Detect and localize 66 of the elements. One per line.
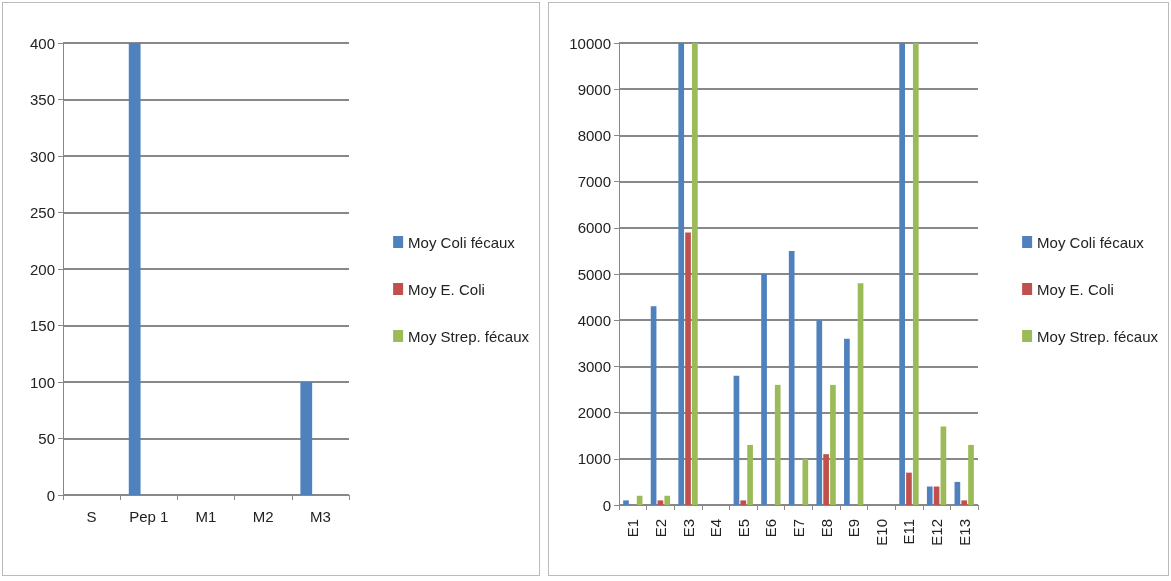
bar: [657, 500, 664, 505]
y-tick-label: 400: [29, 34, 55, 52]
bar: [816, 320, 823, 505]
bar: [961, 500, 968, 505]
bar: [830, 384, 836, 505]
y-tick-label: 1000: [577, 450, 611, 468]
y-tick-label: 0: [602, 496, 611, 514]
legend-label: Moy E. Coli: [408, 280, 485, 298]
x-tick-label: E10: [872, 519, 890, 546]
x-tick-label: M2: [252, 508, 274, 525]
bar: [802, 458, 809, 505]
x-tick-label: E12: [928, 519, 946, 546]
bar: [685, 232, 691, 505]
bar: [664, 495, 671, 505]
x-tick-label: E9: [845, 519, 863, 538]
y-tick-label: 9000: [577, 80, 611, 98]
y-tick-label: 8000: [577, 126, 611, 144]
x-tick-label: E11: [900, 519, 918, 545]
y-tick-label: 0: [46, 486, 55, 504]
x-tick-label: Pep 1: [129, 508, 169, 525]
x-tick-label: M3: [309, 508, 331, 525]
x-tick-label: S: [86, 508, 97, 525]
x-tick-label: E6: [762, 519, 780, 538]
y-tick-label: 300: [29, 147, 55, 165]
bar: [740, 500, 747, 505]
y-tick-label: 2000: [577, 404, 611, 422]
legend-label: Moy Coli fécaux: [408, 233, 516, 251]
x-tick-label: E5: [734, 519, 752, 538]
legend-label: Moy Strep. fécaux: [408, 327, 530, 345]
bar: [844, 338, 850, 505]
x-tick-label: E2: [651, 519, 669, 538]
y-tick-label: 250: [29, 204, 55, 221]
bar: [747, 444, 753, 505]
y-tick-label: 10000: [569, 34, 611, 52]
legend-label: Moy E. Coli: [1037, 280, 1114, 298]
legend-label: Moy Coli fécaux: [1037, 233, 1145, 251]
bar: [761, 274, 767, 505]
bar: [899, 43, 905, 505]
y-tick-label: 200: [29, 260, 55, 278]
bar: [788, 250, 795, 505]
y-tick-label: 5000: [577, 265, 611, 283]
x-tick-label: E7: [790, 519, 807, 538]
bar: [678, 43, 685, 505]
y-tick-label: 7000: [577, 173, 611, 191]
bar: [926, 486, 933, 505]
y-tick-label: 3000: [577, 357, 611, 375]
y-tick-label: 50: [38, 430, 55, 447]
bar: [968, 444, 974, 505]
y-tick-label: 150: [29, 317, 55, 334]
bar: [912, 43, 919, 505]
legend-label: Moy Strep. fécaux: [1037, 327, 1159, 345]
y-tick-label: 350: [29, 91, 55, 108]
x-tick-label: M1: [195, 508, 217, 525]
bar: [906, 472, 912, 505]
x-tick-label: E3: [679, 519, 697, 538]
x-tick-label: E1: [624, 519, 642, 538]
bar: [623, 500, 629, 505]
x-tick-label: E4: [707, 519, 725, 538]
y-tick-label: 6000: [577, 219, 611, 237]
bar: [774, 384, 781, 505]
x-tick-label: E8: [817, 519, 835, 538]
x-tick-label: E13: [955, 519, 973, 546]
bar: [692, 43, 698, 505]
y-tick-label: 4000: [577, 311, 611, 329]
bar: [823, 454, 829, 505]
y-tick-label: 100: [29, 373, 55, 391]
